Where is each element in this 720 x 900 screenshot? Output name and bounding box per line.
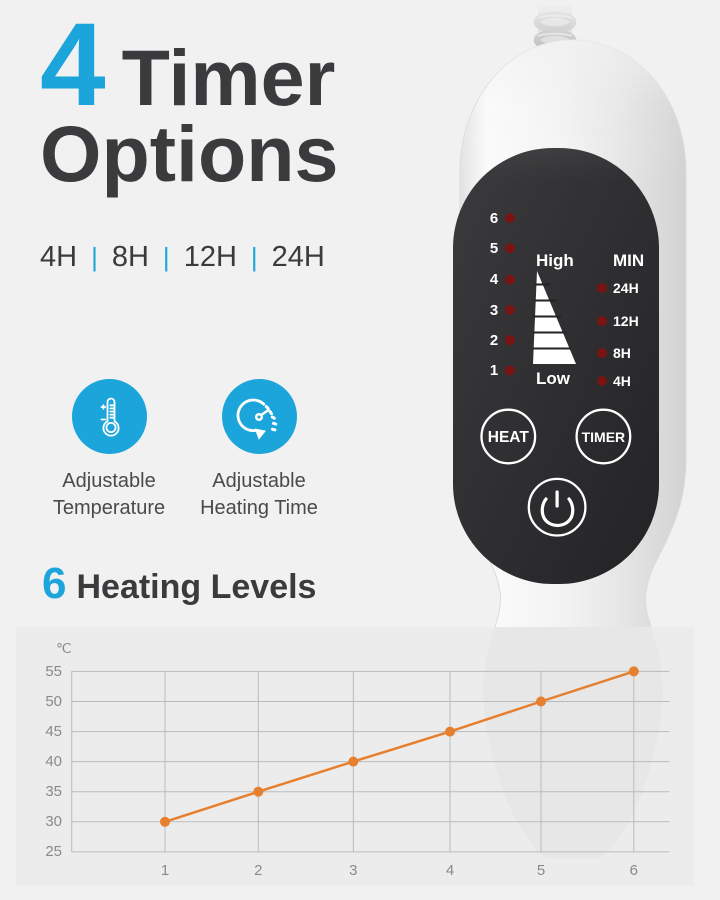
svg-text:℃: ℃ [56, 640, 72, 656]
svg-text:12H: 12H [613, 313, 639, 329]
svg-text:55: 55 [45, 663, 62, 680]
svg-text:25: 25 [45, 843, 62, 860]
svg-text:4: 4 [446, 862, 454, 879]
svg-text:2: 2 [490, 332, 498, 349]
svg-text:1: 1 [161, 862, 169, 879]
svg-text:4: 4 [490, 271, 499, 288]
svg-text:Low: Low [536, 369, 571, 388]
svg-text:45: 45 [45, 723, 62, 740]
svg-text:30: 30 [45, 813, 62, 830]
svg-text:35: 35 [45, 783, 62, 800]
svg-text:5: 5 [537, 862, 545, 879]
svg-text:1: 1 [490, 362, 498, 379]
svg-text:6: 6 [630, 862, 638, 879]
svg-text:4H: 4H [613, 373, 631, 389]
svg-text:MIN: MIN [613, 251, 644, 270]
svg-text:40: 40 [45, 753, 62, 770]
svg-text:High: High [536, 251, 574, 270]
svg-text:24H: 24H [613, 280, 639, 296]
svg-text:3: 3 [349, 862, 357, 879]
svg-text:5: 5 [490, 240, 498, 257]
svg-text:HEAT: HEAT [488, 429, 530, 446]
svg-text:2: 2 [254, 862, 262, 879]
svg-text:50: 50 [45, 693, 62, 710]
svg-text:3: 3 [490, 302, 498, 319]
svg-text:TIMER: TIMER [582, 429, 626, 445]
svg-text:8H: 8H [613, 345, 631, 361]
svg-text:6: 6 [490, 210, 498, 227]
